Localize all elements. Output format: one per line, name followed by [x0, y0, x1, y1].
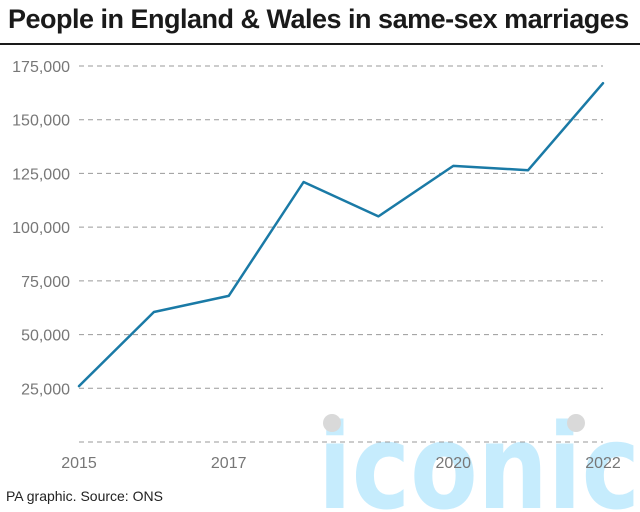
x-tick-label: 2022 [585, 455, 621, 472]
y-tick-label: 50,000 [21, 328, 70, 345]
x-axis-tick-labels: 2015 2017 2020 2022 [61, 455, 621, 472]
source-note: PA graphic. Source: ONS [6, 488, 163, 504]
y-tick-label: 75,000 [21, 274, 70, 291]
watermark-dot [567, 414, 585, 432]
series-lines [77, 81, 605, 388]
y-tick-label: 125,000 [12, 166, 70, 183]
iconic-watermark: iconic [318, 398, 640, 512]
y-tick-label: 100,000 [12, 220, 70, 237]
grid-lines [79, 65, 603, 443]
watermark-text: iconic [318, 398, 640, 512]
title-divider [0, 43, 640, 45]
x-tick-label: 2015 [61, 455, 97, 472]
y-tick-label: 25,000 [21, 381, 70, 398]
x-tick-label: 2020 [435, 455, 471, 472]
y-tick-label: 150,000 [12, 113, 70, 130]
y-axis-tick-labels: 25,000 50,000 75,000 100,000 125,000 150,000 1… [12, 59, 70, 398]
chart-title: People in England & Wales in same-sex ma… [8, 4, 629, 34]
y-tick-label: 175,000 [12, 59, 70, 76]
watermark-dot [323, 414, 341, 432]
series-line [77, 81, 605, 388]
x-tick-label: 2017 [211, 455, 247, 472]
